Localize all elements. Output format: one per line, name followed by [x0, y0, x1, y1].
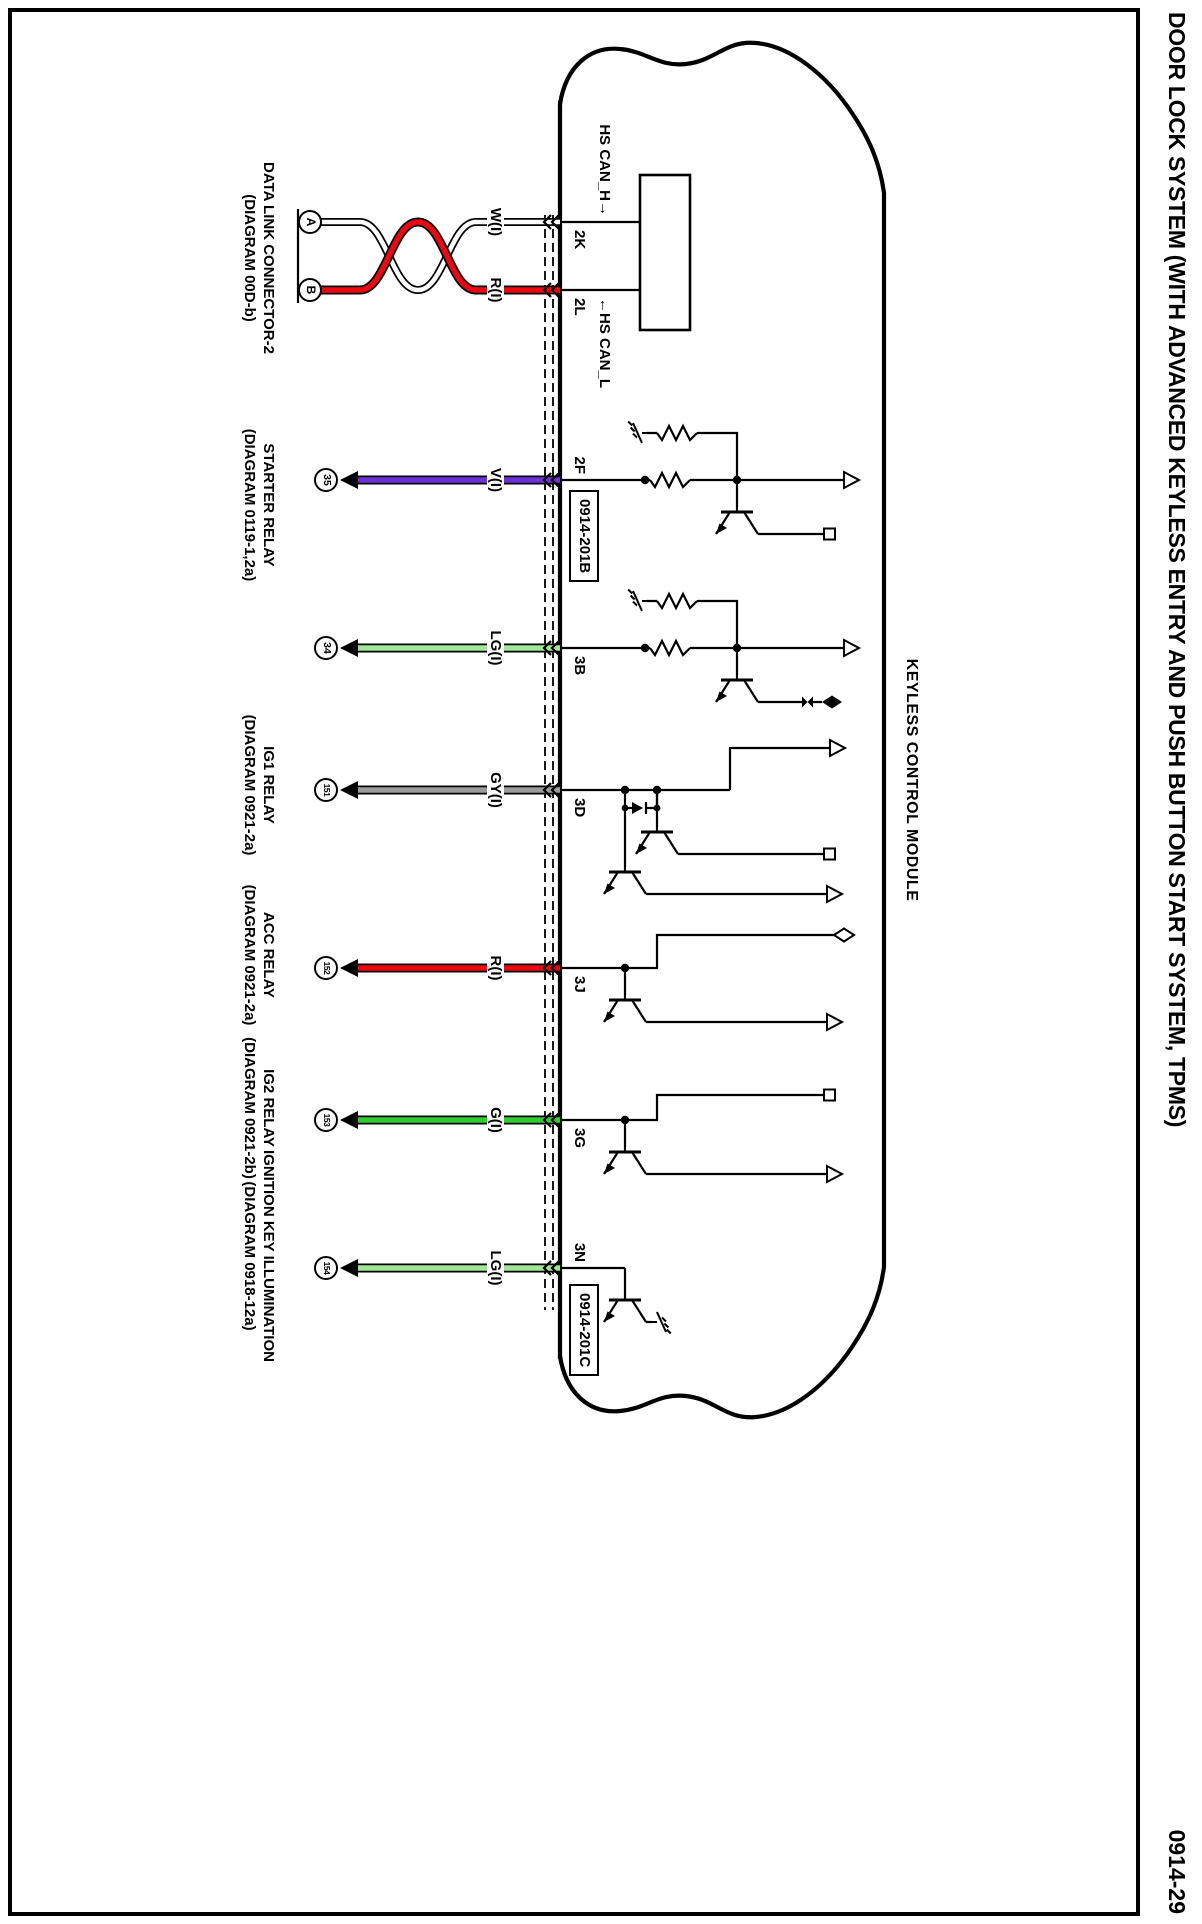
terminal-circle-154: 154	[314, 1256, 338, 1280]
ground-icon	[627, 420, 648, 444]
wire-color-label: LG(I)	[487, 628, 504, 668]
arrow-terminator-icon	[826, 1013, 843, 1031]
transistor-icon	[602, 1118, 648, 1176]
open-diamond-terminator-icon	[833, 927, 855, 943]
wire-color-label: LG(I)	[487, 1248, 504, 1288]
module-outline	[557, 40, 887, 1420]
connector-id-box: 0914-201B	[569, 490, 599, 583]
wire-color-label: W(I)	[487, 205, 504, 239]
transistor-icon	[602, 966, 648, 1024]
arrow-terminator-icon	[843, 639, 860, 657]
wire-color-label: V(I)	[487, 465, 504, 495]
pin-label-2F: 2F	[571, 456, 588, 474]
twisted-pair-wires	[296, 209, 560, 303]
connector-id-box: 0914-201C	[569, 1284, 599, 1377]
relay-wires	[358, 475, 560, 1273]
terminal-circle-35: 35	[314, 468, 338, 492]
ground-icon	[651, 1311, 672, 1335]
pin-label-2K: 2K	[571, 230, 588, 250]
terminal-circle-B: B	[298, 278, 322, 302]
internal-circuit-2F	[560, 420, 860, 541]
wire-W	[321, 219, 560, 293]
destination-label: IGNITION KEY ILLUMINATION (DIAGRAM 0918-1…	[241, 1150, 277, 1362]
can-transceiver-block	[560, 173, 692, 332]
internal-circuit-3D	[560, 739, 846, 903]
resistor-icon	[648, 639, 692, 657]
pin-label-3G: 3G	[571, 1128, 588, 1149]
terminal-circle-A: A	[298, 210, 322, 234]
module-label: KEYLESS CONTROL MODULE	[903, 658, 920, 902]
square-terminator-icon	[823, 1088, 836, 1102]
pin-label-3N: 3N	[571, 1242, 588, 1262]
terminal-circle-152: 152	[314, 956, 338, 980]
terminal-circle-34: 34	[314, 636, 338, 660]
resistor-icon	[655, 592, 699, 610]
pin-label-2L: 2L	[571, 298, 588, 316]
internal-circuit-3G	[560, 1088, 843, 1183]
arrow-terminator-icon	[843, 471, 860, 489]
wire-color-label: G(I)	[487, 1105, 504, 1135]
wire-R	[321, 219, 560, 293]
transistor-icon	[714, 646, 760, 704]
hs-can-l-label: ←HS CAN_L	[596, 298, 613, 389]
internal-circuit-3B	[560, 588, 860, 709]
internal-circuit-3N	[560, 1266, 672, 1335]
arrow-terminator-icon	[829, 739, 846, 757]
pin-label-3B: 3B	[571, 656, 588, 676]
destination-label: STARTER RELAY (DIAGRAM 0119-1,2a)	[241, 428, 277, 582]
hs-can-h-label: HS CAN_H→	[596, 124, 613, 216]
internal-circuit-3J	[560, 927, 855, 1031]
square-terminator-icon	[823, 847, 836, 861]
terminal-circle-151: 151	[314, 778, 338, 802]
bowtie-icon	[802, 696, 813, 708]
arrow-terminator-icon	[826, 885, 843, 903]
arrow-terminator-icon	[826, 1165, 843, 1183]
transistor-icon	[602, 1266, 648, 1324]
ground-icon	[627, 588, 648, 612]
resistor-icon	[655, 424, 699, 442]
pin-label-3D: 3D	[571, 798, 588, 818]
filled-diamond-terminator-icon	[822, 695, 842, 709]
wire-color-label: R(I)	[487, 275, 504, 305]
square-terminator-icon	[823, 527, 836, 541]
transistor-icon	[714, 478, 760, 536]
resistor-icon	[648, 471, 692, 489]
wire-color-label: GY(I)	[487, 770, 504, 810]
connector-boundary-dashes	[544, 215, 554, 1310]
wire-arrow-icons	[340, 471, 358, 1277]
wire-color-label: R(I)	[487, 953, 504, 983]
pin-label-3J: 3J	[571, 976, 588, 993]
diode-icon	[632, 802, 643, 814]
terminal-circle-153: 153	[314, 1108, 338, 1132]
